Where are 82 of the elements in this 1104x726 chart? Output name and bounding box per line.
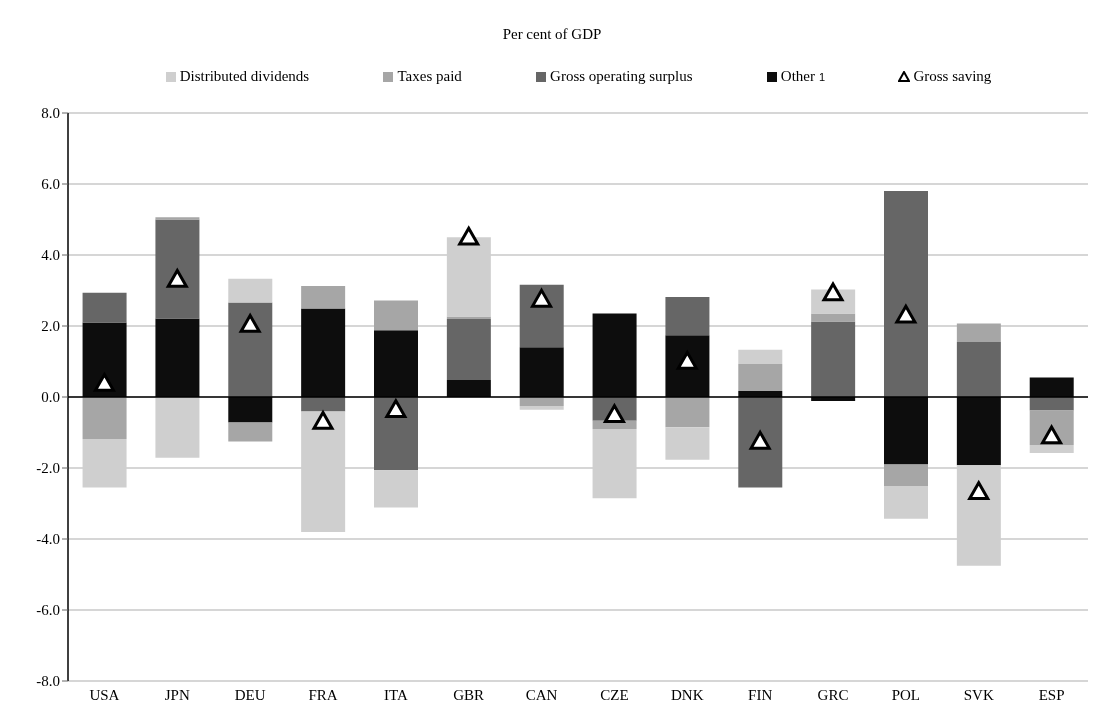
bar	[155, 397, 200, 458]
x-tick-label: ITA	[383, 686, 408, 703]
bar	[519, 405, 564, 410]
bar	[884, 464, 928, 487]
bar	[155, 217, 200, 220]
bar	[519, 284, 564, 348]
x-tick-label: FRA	[308, 686, 338, 703]
y-tick-label: 0.0	[41, 389, 60, 406]
bar	[956, 341, 1001, 397]
x-tick-label: POL	[891, 686, 921, 703]
bar	[228, 302, 273, 397]
y-tick-label: -4.0	[36, 531, 60, 548]
y-tick-label: 8.0	[41, 105, 60, 122]
bar	[228, 422, 273, 442]
bar	[374, 330, 418, 397]
y-tick-label: -8.0	[36, 673, 60, 690]
bar	[374, 300, 418, 331]
bar	[446, 316, 491, 319]
legend-label: Taxes paid	[397, 68, 462, 85]
bar	[665, 427, 710, 460]
bar	[1029, 444, 1074, 454]
bar	[519, 347, 564, 397]
bar	[82, 322, 127, 397]
bar	[301, 308, 346, 397]
y-tick-label: -6.0	[36, 602, 60, 619]
bar	[738, 363, 783, 391]
bar	[884, 486, 928, 519]
bar	[665, 397, 710, 428]
legend-label: Gross saving	[913, 68, 992, 85]
bar	[1029, 377, 1074, 397]
point	[968, 481, 990, 501]
bar	[738, 349, 783, 364]
bar	[82, 292, 127, 323]
bar	[374, 397, 418, 471]
bar	[665, 335, 710, 397]
bar	[884, 397, 928, 465]
point	[531, 288, 553, 308]
x-tick-label: CZE	[600, 686, 629, 703]
bar	[811, 313, 856, 322]
x-tick-label: JPN	[164, 686, 190, 703]
x-tick-label: GBR	[453, 686, 485, 703]
y-tick-label: -2.0	[36, 460, 60, 477]
x-tick-label: ESP	[1038, 686, 1065, 703]
bar	[228, 278, 273, 303]
x-tick-label: DEU	[234, 686, 266, 703]
x-tick-label: GRC	[817, 686, 849, 703]
bar	[228, 397, 273, 423]
point	[749, 430, 771, 450]
point	[895, 304, 917, 324]
bar	[738, 397, 783, 488]
x-tick-label: SVK	[963, 686, 994, 703]
bar	[811, 321, 856, 397]
point	[312, 411, 334, 430]
legend-label: Distributed dividends	[179, 68, 310, 85]
bar	[301, 285, 346, 309]
bar	[446, 379, 491, 397]
bar	[155, 318, 200, 397]
bar	[155, 219, 200, 319]
bar	[592, 313, 637, 397]
legend-label: Gross operating surplus	[550, 68, 693, 85]
x-tick-label: DNK	[671, 686, 704, 703]
y-tick-label: 2.0	[41, 318, 60, 335]
bar	[446, 318, 491, 380]
y-tick-label: 4.0	[41, 247, 60, 264]
x-tick-label: USA	[89, 686, 120, 703]
bar	[884, 191, 928, 397]
bar	[374, 470, 418, 508]
bar	[956, 323, 1001, 342]
bar	[665, 296, 710, 336]
x-tick-label: CAN	[525, 686, 558, 703]
bar	[82, 397, 127, 439]
bar	[519, 397, 564, 406]
point	[458, 226, 480, 246]
point	[385, 399, 407, 419]
x-tick-label: FIN	[748, 686, 773, 703]
bar	[956, 397, 1001, 466]
chart-subtitle: Per cent of GDP	[501, 26, 603, 44]
bar	[301, 397, 346, 412]
y-tick-label: 6.0	[41, 176, 60, 193]
point	[93, 373, 115, 392]
point	[166, 269, 188, 288]
point	[239, 314, 261, 333]
